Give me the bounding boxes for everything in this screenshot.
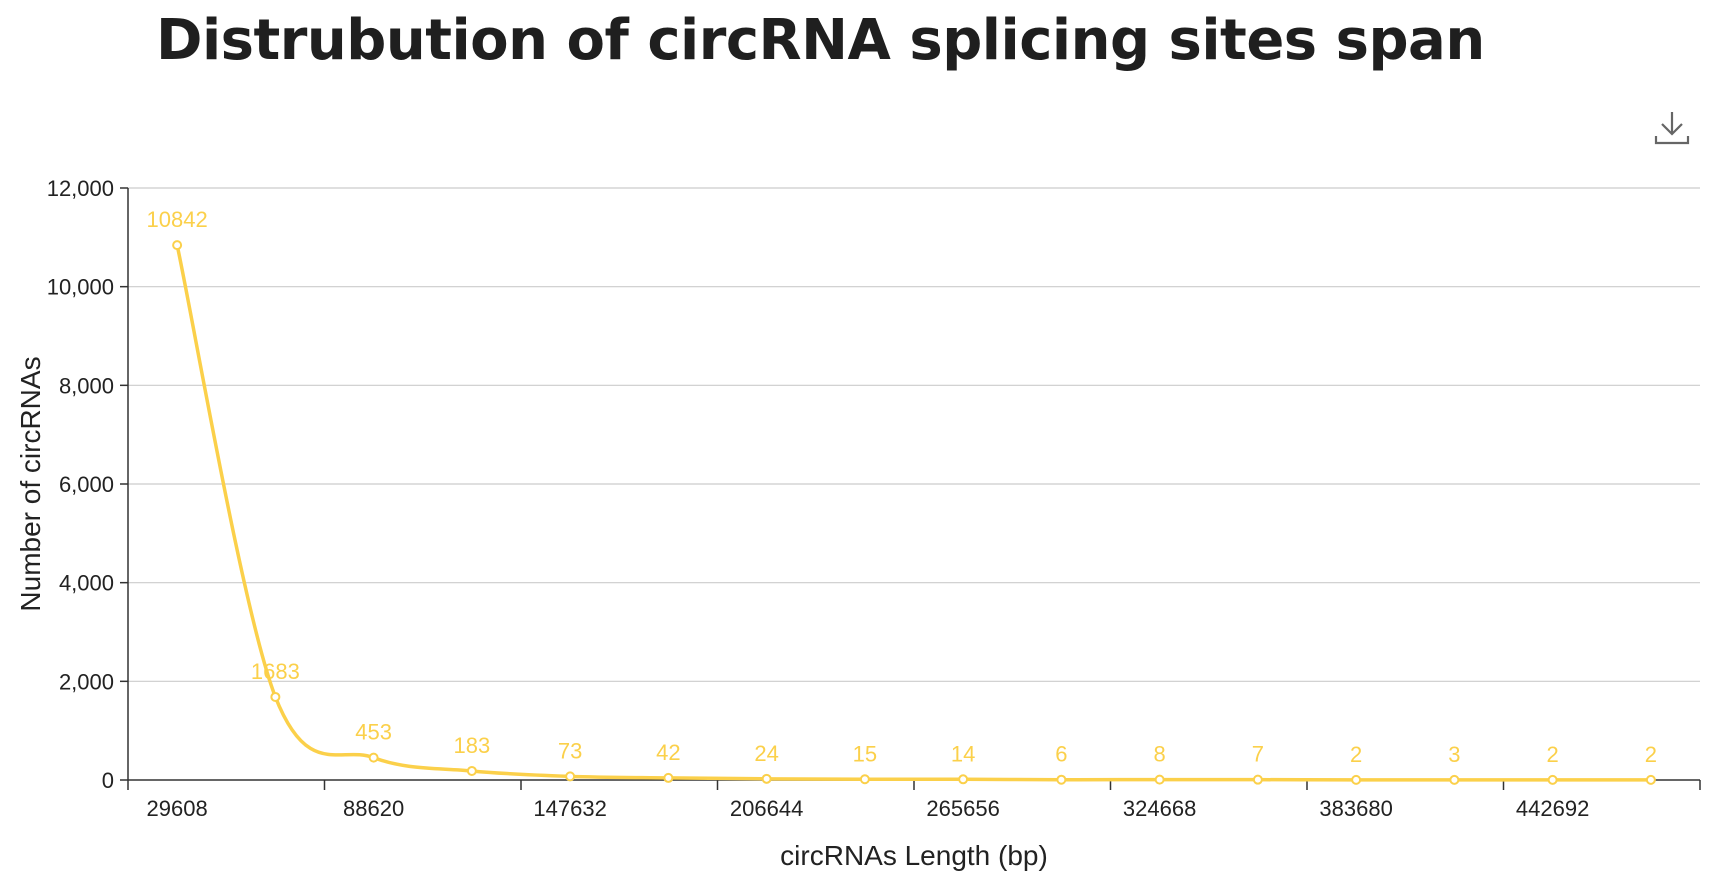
data-label: 453 bbox=[355, 720, 392, 745]
grid-lines bbox=[128, 187, 1700, 682]
x-tick-label: 88620 bbox=[343, 796, 404, 821]
series bbox=[172, 240, 1656, 785]
data-point[interactable] bbox=[172, 240, 183, 251]
data-label: 2 bbox=[1547, 742, 1559, 767]
y-axis-title: Number of circRNAs bbox=[15, 356, 46, 611]
chart-title: Distrubution of circRNA splicing sites s… bbox=[156, 8, 1485, 73]
x-tick-label: 147632 bbox=[533, 796, 606, 821]
data-point[interactable] bbox=[958, 774, 969, 785]
data-point[interactable] bbox=[466, 765, 477, 776]
y-tick-label: 2,000 bbox=[59, 669, 114, 694]
data-point[interactable] bbox=[761, 773, 772, 784]
y-tick-label: 4,000 bbox=[59, 571, 114, 596]
x-tick-label: 206644 bbox=[730, 796, 803, 821]
y-tick-label: 8,000 bbox=[59, 373, 114, 398]
data-point[interactable] bbox=[368, 752, 379, 763]
data-label: 7 bbox=[1252, 742, 1264, 767]
data-label: 3 bbox=[1448, 742, 1460, 767]
data-labels: 10842 1683 453 183 73 42 24 15 14 6 8 7 2 3 2 2 bbox=[147, 207, 1657, 767]
data-point[interactable] bbox=[1351, 774, 1362, 785]
data-point[interactable] bbox=[270, 691, 281, 702]
data-point[interactable] bbox=[1449, 774, 1460, 785]
data-label: 10842 bbox=[147, 207, 208, 232]
y-tick-label: 12,000 bbox=[47, 176, 114, 201]
data-point[interactable] bbox=[565, 771, 576, 782]
data-point[interactable] bbox=[1547, 774, 1558, 785]
data-label: 2 bbox=[1645, 742, 1657, 767]
x-tick-label: 324668 bbox=[1123, 796, 1196, 821]
data-point[interactable] bbox=[859, 774, 870, 785]
x-tick-label: 29608 bbox=[147, 796, 208, 821]
data-label: 6 bbox=[1055, 742, 1067, 767]
download-button[interactable] bbox=[1652, 108, 1692, 148]
data-point[interactable] bbox=[663, 772, 674, 783]
data-point[interactable] bbox=[1154, 774, 1165, 785]
y-tick-label: 0 bbox=[102, 768, 114, 793]
data-label: 15 bbox=[853, 741, 877, 766]
data-label: 1683 bbox=[251, 659, 300, 684]
x-axis-title: circRNAs Length (bp) bbox=[780, 840, 1048, 871]
data-point[interactable] bbox=[1056, 774, 1067, 785]
data-point[interactable] bbox=[1252, 774, 1263, 785]
download-icon bbox=[1654, 112, 1690, 145]
data-label: 73 bbox=[558, 738, 582, 763]
data-label: 8 bbox=[1154, 742, 1166, 767]
x-tick-label: 265656 bbox=[926, 796, 999, 821]
y-tick-label: 6,000 bbox=[59, 472, 114, 497]
data-point[interactable] bbox=[1645, 774, 1656, 785]
data-label: 14 bbox=[951, 741, 975, 766]
data-label: 2 bbox=[1350, 742, 1362, 767]
data-label: 42 bbox=[656, 740, 680, 765]
y-tick-label: 10,000 bbox=[47, 275, 114, 300]
data-label: 183 bbox=[454, 733, 491, 758]
x-tick-label: 383680 bbox=[1319, 796, 1392, 821]
data-label: 24 bbox=[754, 741, 778, 766]
series-line bbox=[175, 244, 1651, 782]
x-tick-label: 442692 bbox=[1516, 796, 1589, 821]
